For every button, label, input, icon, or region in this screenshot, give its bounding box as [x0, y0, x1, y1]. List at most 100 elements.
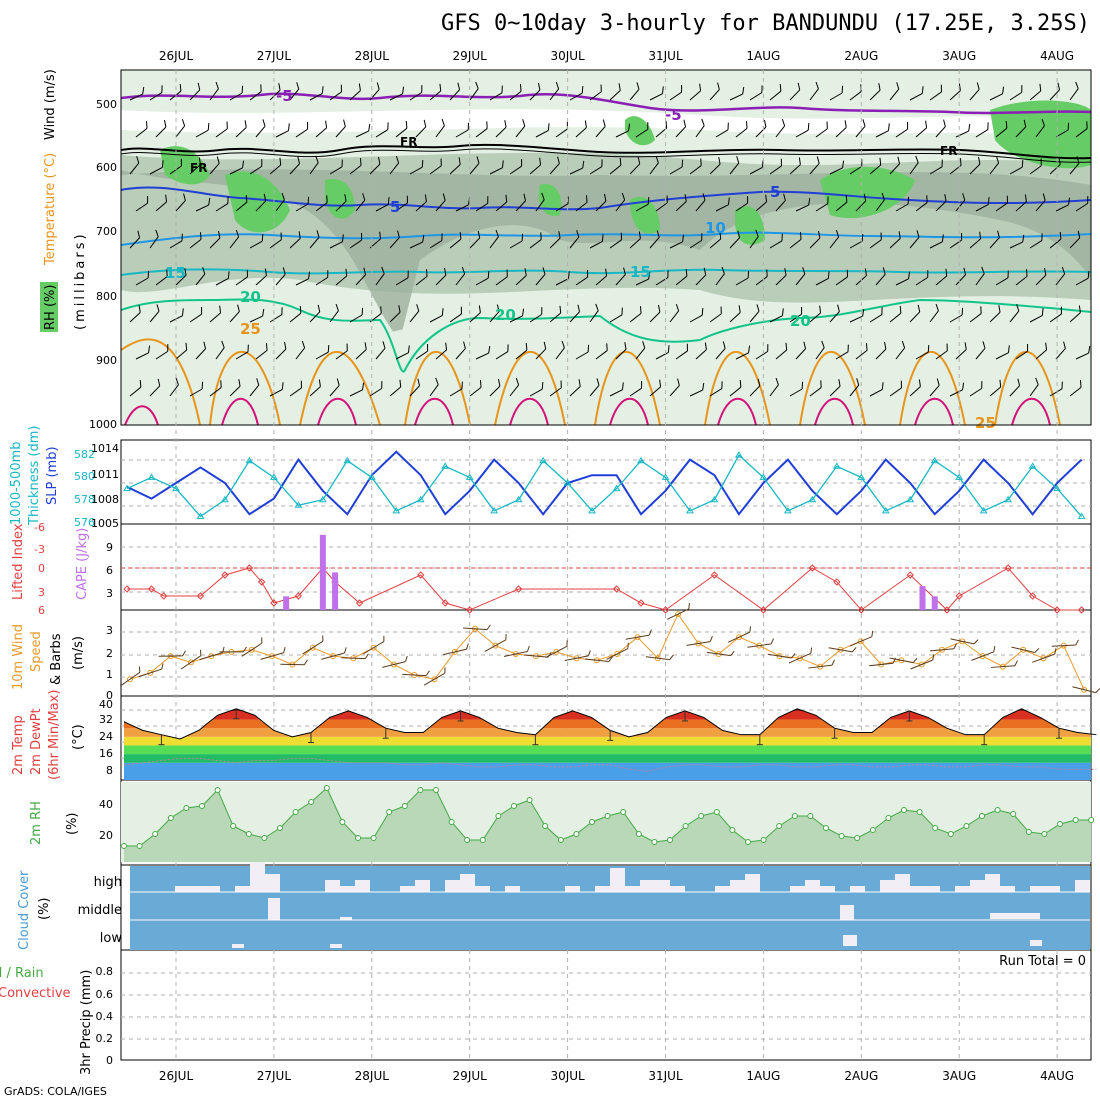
wind-barb [1049, 157, 1061, 175]
wind-barb [129, 230, 141, 249]
top-date-30JUL: 30JUL [550, 49, 585, 63]
li-point [514, 585, 523, 593]
wind-barb [755, 119, 767, 138]
wind-barb [255, 343, 268, 360]
isotherm-5 [121, 186, 1091, 211]
contour-labels: -5 -5 FR FR FR 5 5 10 15 15 20 20 20 25 … [165, 87, 996, 432]
thickness-point [490, 506, 499, 514]
wind-barb [995, 120, 1008, 138]
wind-barb [709, 381, 723, 397]
ylabel-1000-500mb: 1000-500mb [9, 441, 24, 525]
high-cloud-bar [1075, 880, 1090, 892]
wind-barb [435, 193, 446, 212]
rh-point [760, 837, 767, 843]
thickness-point [735, 451, 743, 458]
wind-barb [429, 83, 442, 101]
temp-band [124, 762, 1091, 772]
thickness-point [686, 506, 694, 514]
wind-barb [855, 343, 868, 360]
rh-point [947, 831, 954, 837]
thickness-point [955, 473, 964, 480]
rh-point [807, 813, 814, 819]
wind-barb [789, 157, 801, 175]
ylabel-speed: Speed [29, 631, 44, 672]
li-m6: -6 [34, 521, 45, 534]
wind-barb [509, 377, 520, 397]
bottom-date-labels: 26JUL 27JUL 28JUL 29JUL 30JUL 31JUL 1AUG 2AUG 3A… [159, 1069, 1074, 1083]
wind-barb [415, 119, 427, 138]
wind-barb [469, 380, 482, 397]
thickness-point [661, 473, 670, 480]
high-cloud-bar [415, 880, 430, 892]
wind-barb [249, 84, 262, 101]
rh-point [136, 843, 143, 849]
wind-barb [715, 266, 725, 286]
li-point [147, 585, 156, 593]
wind-barb [435, 342, 448, 360]
high-cloud-bar [265, 874, 280, 892]
wind-barb [615, 192, 626, 212]
wind10m-barb [1051, 639, 1079, 647]
wind10m-barb [280, 659, 308, 666]
wind-point [553, 648, 560, 655]
wind-barb [775, 118, 786, 138]
wind-barb [549, 156, 560, 175]
wind10m-barb [767, 653, 796, 659]
wind-barb [335, 268, 348, 286]
wind-barb [289, 380, 302, 397]
wind-barb [869, 83, 881, 101]
high-cloud-bar [475, 886, 490, 892]
rh-point [199, 803, 205, 809]
wind-barb [1029, 308, 1044, 323]
bottom-date-30JUL: 30JUL [550, 1069, 585, 1083]
wind-barb [389, 86, 405, 101]
cloud-middle: middle [78, 903, 122, 918]
wind-barb [689, 83, 702, 101]
wind-barb [755, 269, 768, 286]
wind-point [431, 676, 438, 683]
wind-barb [649, 230, 660, 249]
wind-barb [1055, 122, 1070, 138]
ylabel-cape: CAPE (J/kg) [75, 528, 90, 600]
cape-bar [332, 572, 339, 610]
wind-barb [169, 377, 179, 397]
thickness-point [1077, 512, 1086, 519]
high-cloud-bar [235, 886, 250, 892]
cape-3: 3 [106, 587, 113, 600]
thickness-point [979, 506, 988, 514]
wind10m-barb [747, 638, 774, 648]
low-cloud-bar [330, 944, 342, 948]
wind-barb [1035, 193, 1046, 212]
wind-barb [595, 193, 607, 212]
wind-barb [849, 159, 863, 175]
wind-barb [515, 342, 528, 360]
high-cloud-bar [805, 880, 820, 892]
wind-barb [395, 345, 410, 360]
isotherm-15 [121, 268, 1091, 276]
wind-barb [529, 381, 544, 397]
cape-6: 6 [106, 564, 113, 577]
label-fr-a: FR [190, 161, 207, 175]
wind-barb [1049, 306, 1062, 323]
cloud-low: low [100, 931, 123, 946]
wind-barb [715, 122, 729, 138]
wind-barb [1015, 343, 1029, 360]
rh-point [433, 787, 439, 793]
wind-barb [815, 121, 828, 138]
label-25-a: 25 [240, 320, 261, 338]
wind10m-barb [545, 640, 568, 658]
w-2: 2 [106, 647, 113, 660]
wind-barb [635, 122, 649, 138]
wind-barb [735, 345, 751, 360]
wind-barb [635, 196, 650, 212]
wind-barb [389, 379, 402, 397]
wind-barb [169, 233, 183, 249]
wind-barb [1009, 159, 1024, 175]
thickness-point [367, 473, 376, 480]
wind-barb [1069, 81, 1079, 101]
slp-yticks: 582 580 578 576 1014 1011 1008 1005 [74, 442, 119, 530]
li-point [1053, 606, 1061, 614]
high-cloud-bar [640, 880, 655, 892]
wind-barb [475, 196, 489, 212]
wind-point [1081, 686, 1088, 693]
